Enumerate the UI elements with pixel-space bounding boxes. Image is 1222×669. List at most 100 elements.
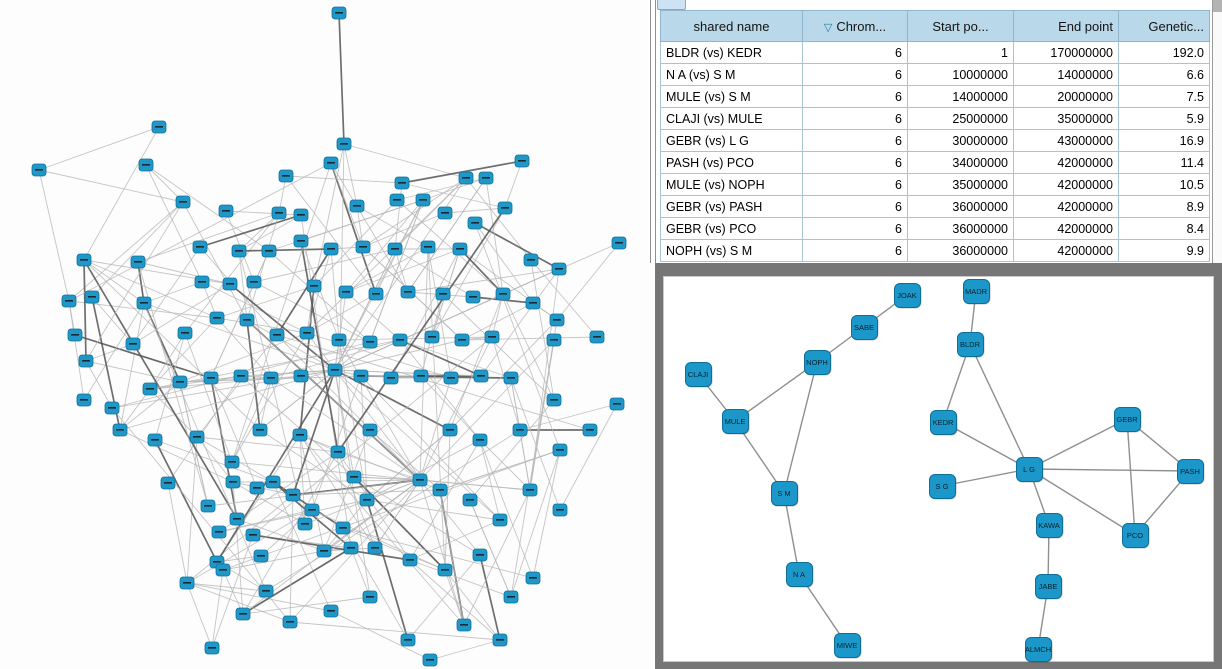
table-cell[interactable]: 9.9 xyxy=(1118,239,1210,262)
network-node-label xyxy=(183,582,191,584)
table-cell[interactable]: 7.5 xyxy=(1118,85,1210,108)
node-PCO[interactable]: PCO xyxy=(1121,522,1149,548)
table-cell[interactable]: 6 xyxy=(802,129,908,152)
column-header-start-point[interactable]: Start po... xyxy=(907,10,1014,42)
table-cell[interactable]: 192.0 xyxy=(1118,41,1210,64)
table-cell[interactable]: 6 xyxy=(802,173,908,196)
table-cell[interactable]: 6 xyxy=(802,107,908,130)
table-row[interactable]: N A (vs) S M 6 10000000 14000000 6.6 xyxy=(660,63,1210,86)
table-cell[interactable]: 42000000 xyxy=(1013,151,1119,174)
node-PASH[interactable]: PASH xyxy=(1176,458,1204,484)
subnetwork-view[interactable]: JOAK MADR SABE NOPH BLDR CLAJI MULE KEDR GEBR L G… xyxy=(663,276,1214,662)
table-cell[interactable]: 6 xyxy=(802,151,908,174)
table-row[interactable]: BLDR (vs) KEDR 6 1 170000000 192.0 xyxy=(660,41,1210,64)
table-cell[interactable]: 5.9 xyxy=(1118,107,1210,130)
node-NOPH[interactable]: NOPH xyxy=(803,349,831,375)
table-cell[interactable]: 42000000 xyxy=(1013,239,1119,262)
table-cell[interactable]: 6 xyxy=(802,41,908,64)
table-cell[interactable]: 20000000 xyxy=(1013,85,1119,108)
table-cell[interactable]: 1 xyxy=(907,41,1014,64)
network-edge xyxy=(419,339,555,481)
table-row[interactable]: MULE (vs) S M 6 14000000 20000000 7.5 xyxy=(660,85,1210,108)
table-cell[interactable]: GEBR (vs) PCO xyxy=(660,217,803,240)
table-row[interactable]: PASH (vs) PCO 6 34000000 42000000 11.4 xyxy=(660,151,1210,174)
table-cell[interactable]: GEBR (vs) L G xyxy=(660,129,803,152)
table-cell[interactable]: 8.4 xyxy=(1118,217,1210,240)
table-cell[interactable]: 6 xyxy=(802,63,908,86)
table-cell[interactable]: 25000000 xyxy=(907,107,1014,130)
node-CLAJI[interactable]: CLAJI xyxy=(684,361,712,387)
table-cell[interactable]: NOPH (vs) S M xyxy=(660,239,803,262)
table-cell[interactable]: CLAJI (vs) MULE xyxy=(660,107,803,130)
node-JABE[interactable]: JABE xyxy=(1034,573,1062,599)
table-cell[interactable]: 6.6 xyxy=(1118,63,1210,86)
table-cell[interactable]: 30000000 xyxy=(907,129,1014,152)
node-SABE[interactable]: SABE xyxy=(850,314,878,340)
scrollbar-cap[interactable] xyxy=(1213,0,1222,12)
node-S-M[interactable]: S M xyxy=(770,480,798,506)
column-header-end-point[interactable]: End point xyxy=(1013,10,1119,42)
table-cell[interactable]: 35000000 xyxy=(1013,107,1119,130)
table-row[interactable]: GEBR (vs) L G 6 30000000 43000000 16.9 xyxy=(660,129,1210,152)
table-cell[interactable]: 6 xyxy=(802,239,908,262)
network-edge xyxy=(238,250,272,379)
node-S-G[interactable]: S G xyxy=(928,473,956,499)
table-cell[interactable]: 11.4 xyxy=(1118,151,1210,174)
table-cell[interactable]: MULE (vs) NOPH xyxy=(660,173,803,196)
node-JOAK[interactable]: JOAK xyxy=(893,282,921,308)
table-scrollbar[interactable] xyxy=(1212,0,1222,263)
table-tab[interactable] xyxy=(657,0,686,10)
table-row[interactable]: GEBR (vs) PASH 6 36000000 42000000 8.9 xyxy=(660,195,1210,218)
table-cell[interactable]: 42000000 xyxy=(1013,173,1119,196)
main-network-view[interactable] xyxy=(0,0,655,669)
node-KEDR[interactable]: KEDR xyxy=(929,409,957,435)
table-cell[interactable]: 14000000 xyxy=(1013,63,1119,86)
table-cell[interactable]: 16.9 xyxy=(1118,129,1210,152)
network-edge xyxy=(532,449,561,579)
network-node-label xyxy=(488,336,496,338)
table-row[interactable]: MULE (vs) NOPH 6 35000000 42000000 10.5 xyxy=(660,173,1210,196)
filter-icon[interactable]: ▽ xyxy=(823,21,833,34)
table-cell[interactable]: 10000000 xyxy=(907,63,1014,86)
table-row[interactable]: GEBR (vs) PCO 6 36000000 42000000 8.4 xyxy=(660,217,1210,240)
table-cell[interactable]: 10.5 xyxy=(1118,173,1210,196)
table-cell[interactable]: BLDR (vs) KEDR xyxy=(660,41,803,64)
network-node-label xyxy=(155,126,163,128)
table-cell[interactable]: 6 xyxy=(802,195,908,218)
node-MIWE[interactable]: MIWE xyxy=(833,632,861,658)
node-ALMCH[interactable]: ALMCH xyxy=(1024,636,1052,662)
table-cell[interactable]: 43000000 xyxy=(1013,129,1119,152)
network-edge xyxy=(186,582,267,592)
node-KAWA[interactable]: KAWA xyxy=(1035,512,1063,538)
node-MULE[interactable]: MULE xyxy=(721,408,749,434)
table-row[interactable]: CLAJI (vs) MULE 6 25000000 35000000 5.9 xyxy=(660,107,1210,130)
node-MADR[interactable]: MADR xyxy=(962,278,990,304)
edge-attribute-table[interactable]: shared name ▽ Chrom... Start po... End point… xyxy=(660,10,1210,262)
table-cell[interactable]: 34000000 xyxy=(907,151,1014,174)
table-cell[interactable]: 6 xyxy=(802,85,908,108)
column-header-genetic[interactable]: Genetic... xyxy=(1118,10,1210,42)
table-cell[interactable]: 36000000 xyxy=(907,195,1014,218)
table-cell[interactable]: 36000000 xyxy=(907,217,1014,240)
column-header-chromosome[interactable]: ▽ Chrom... xyxy=(802,10,908,42)
table-cell[interactable]: 170000000 xyxy=(1013,41,1119,64)
table-cell[interactable]: MULE (vs) S M xyxy=(660,85,803,108)
table-row[interactable]: NOPH (vs) S M 6 36000000 42000000 9.9 xyxy=(660,239,1210,262)
table-cell[interactable]: 35000000 xyxy=(907,173,1014,196)
table-cell[interactable]: 42000000 xyxy=(1013,217,1119,240)
node-L-G[interactable]: L G xyxy=(1015,456,1043,482)
node-N-A[interactable]: N A xyxy=(785,561,813,587)
table-cell[interactable]: 6 xyxy=(802,217,908,240)
node-BLDR[interactable]: BLDR xyxy=(956,331,984,357)
table-cell[interactable]: 42000000 xyxy=(1013,195,1119,218)
network-edge xyxy=(232,481,244,615)
table-cell[interactable]: N A (vs) S M xyxy=(660,63,803,86)
table-cell[interactable]: 8.9 xyxy=(1118,195,1210,218)
node-GEBR[interactable]: GEBR xyxy=(1113,406,1141,432)
table-cell[interactable]: PASH (vs) PCO xyxy=(660,151,803,174)
table-cell[interactable]: 14000000 xyxy=(907,85,1014,108)
network-node-label xyxy=(80,259,88,261)
column-header-shared-name[interactable]: shared name xyxy=(660,10,803,42)
table-cell[interactable]: GEBR (vs) PASH xyxy=(660,195,803,218)
table-cell[interactable]: 36000000 xyxy=(907,239,1014,262)
